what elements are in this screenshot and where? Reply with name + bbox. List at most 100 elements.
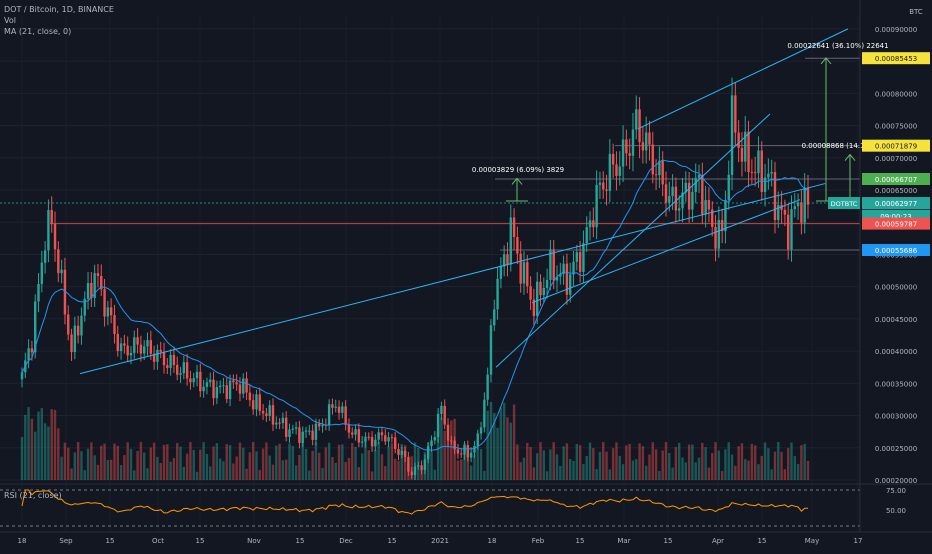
candle-body <box>248 392 252 401</box>
last-price-text: 0.00062977 <box>875 200 917 208</box>
candle-body <box>76 325 80 336</box>
candle-body <box>763 177 767 192</box>
time-axis[interactable]: 18 Sep 15 Oct 15 Nov 15 Dec 15 2021 18 Feb 15 Mar 15 Ap… <box>0 531 932 545</box>
price-axis[interactable]: 0.000900000.000850000.000800000.00075000… <box>828 0 930 532</box>
volume-bar <box>625 445 628 480</box>
volume-bar <box>800 445 803 480</box>
candle-body <box>285 417 288 437</box>
volume-bar <box>218 458 222 480</box>
candle-body <box>417 465 420 467</box>
volume-bar <box>727 442 730 480</box>
candle-body <box>496 278 499 310</box>
candle-body <box>27 348 30 361</box>
volume-bar <box>681 457 684 480</box>
candle-body <box>281 417 285 424</box>
candle-body <box>697 175 701 178</box>
volume-bar <box>30 418 34 480</box>
volume-bar <box>357 467 361 480</box>
candle-body <box>486 374 489 400</box>
volume-bar <box>724 449 727 480</box>
candle-body <box>294 427 298 429</box>
volume-bar <box>747 460 750 480</box>
candle-body <box>238 384 242 394</box>
candle-body <box>588 220 592 228</box>
volume-bar <box>562 446 565 480</box>
candle-body <box>209 379 212 383</box>
volume-bar <box>469 465 473 480</box>
volume-bar <box>479 449 483 480</box>
volume-bar <box>486 410 489 480</box>
volume-bar <box>205 453 209 480</box>
candle-body <box>235 382 238 385</box>
volume-bar <box>694 462 697 480</box>
volume-bar <box>793 456 796 480</box>
candle-body <box>469 452 473 458</box>
level-top-badge <box>862 52 930 65</box>
volume-bar <box>757 464 760 480</box>
candle-body <box>179 373 182 375</box>
candle-body <box>403 450 407 457</box>
rsi-label[interactable]: RSI (21, close) <box>4 491 62 500</box>
volume-bar <box>268 455 271 480</box>
candle-body <box>199 371 202 392</box>
volume-bar <box>400 444 403 480</box>
volume-bar <box>109 459 113 480</box>
volume-bar <box>337 444 341 480</box>
volume-bar <box>248 452 252 480</box>
candle-body <box>803 187 806 223</box>
volume-bar <box>483 470 486 480</box>
symbol-line[interactable]: DOT / Bitcoin, 1D, BINANCE <box>4 5 114 14</box>
volume-bar <box>678 442 681 480</box>
time-tick-label: 18 <box>18 537 27 545</box>
candle-body <box>473 446 476 453</box>
candle-body <box>37 283 40 302</box>
candle-body <box>552 249 555 281</box>
volume-bar <box>53 409 57 480</box>
last-price-badge <box>862 197 930 210</box>
volume-bar <box>585 456 588 480</box>
candle-body <box>30 348 34 353</box>
volume-bar <box>569 458 572 480</box>
volume-bar <box>225 444 228 480</box>
volume-bar <box>271 464 275 480</box>
volume-bar <box>661 450 664 480</box>
price-tick-label: 0.00090000 <box>875 26 917 34</box>
volume-bar <box>529 446 532 480</box>
volume-bar <box>370 471 374 480</box>
countdown-text: 09:00:23 <box>880 213 911 221</box>
candle-body <box>691 192 694 210</box>
annotation-3: 0.00003829 (6.09%) 3829 <box>472 166 564 174</box>
volume-bar <box>615 442 618 480</box>
vol-label[interactable]: Vol <box>4 16 16 25</box>
candle-body <box>311 430 314 440</box>
price-tick-label: 0.00075000 <box>875 123 917 131</box>
ma-label[interactable]: MA (21, close, 0) <box>4 27 72 36</box>
volume-bar <box>476 442 479 480</box>
volume-bar <box>671 467 674 480</box>
volume-bar <box>314 442 318 480</box>
volume-bar <box>635 459 638 480</box>
volume-bar <box>47 426 50 480</box>
candle-body <box>516 237 519 254</box>
candle-body <box>651 144 654 175</box>
candle-body <box>519 253 522 284</box>
candle-body <box>387 437 390 442</box>
price-tick-label: 0.00020000 <box>875 477 917 485</box>
volume-bar <box>70 468 73 480</box>
candle-body <box>288 429 291 437</box>
volume-bar <box>288 443 291 480</box>
candle-body <box>707 200 711 210</box>
volume-bar <box>704 447 707 480</box>
candle-body <box>780 204 783 210</box>
volume-bar <box>321 468 324 480</box>
volume-bar <box>90 442 93 480</box>
candle-body <box>796 202 800 207</box>
volume-bar <box>499 407 503 480</box>
candle-body <box>644 132 648 151</box>
candle-body <box>344 406 347 425</box>
candle-body <box>460 453 463 455</box>
volume-bar <box>687 444 691 480</box>
candle-body <box>671 186 674 197</box>
